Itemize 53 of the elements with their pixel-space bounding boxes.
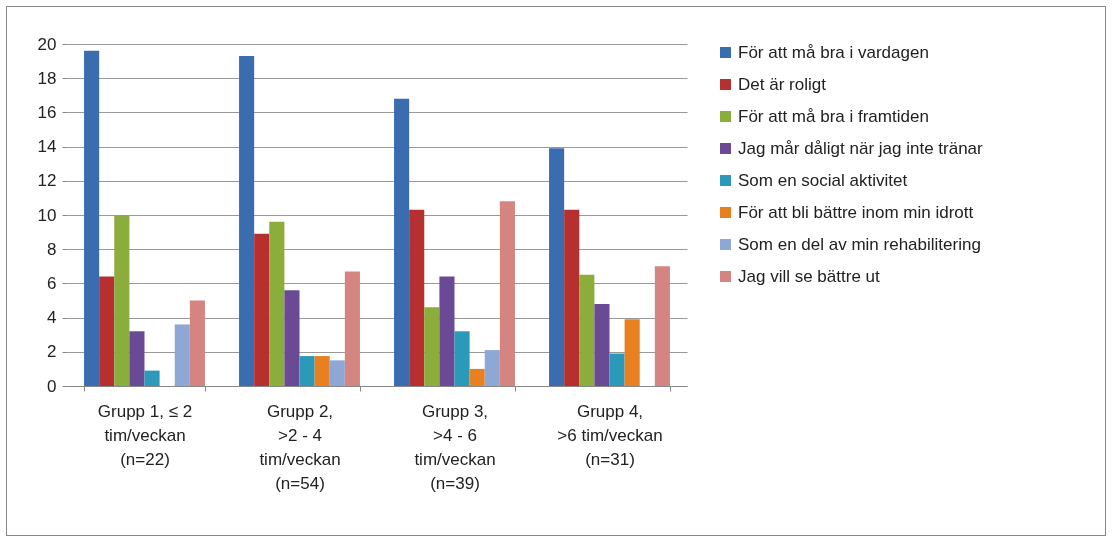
bar <box>189 300 205 386</box>
bar <box>114 215 130 386</box>
bar <box>579 274 595 386</box>
y-tick-label: 12 <box>37 171 57 191</box>
legend-label: För att må bra i framtiden <box>738 106 929 126</box>
bar <box>329 360 345 386</box>
bar <box>99 276 115 386</box>
bar <box>439 276 455 386</box>
bar <box>174 324 190 386</box>
legend-label: Som en del av min rehabilitering <box>738 234 981 254</box>
bar <box>129 331 145 386</box>
y-tick-label: 20 <box>37 34 57 54</box>
bar <box>424 307 440 386</box>
legend-label: Som en social aktivitet <box>738 170 908 190</box>
y-tick-label: 6 <box>47 273 57 293</box>
y-tick-label: 8 <box>47 239 57 259</box>
bar <box>314 356 330 386</box>
y-tick-label: 4 <box>47 308 57 328</box>
x-tick-label: Grupp 4, >6 tim/veckan (n=31) <box>557 401 663 469</box>
x-tick-label: Grupp 2, >2 - 4 tim/veckan (n=54) <box>259 401 341 493</box>
x-tick-label: Grupp 3, >4 - 6 tim/veckan (n=39) <box>414 401 496 493</box>
bar <box>144 370 160 386</box>
y-tick-label: 16 <box>37 102 57 122</box>
bar <box>254 233 270 386</box>
bar <box>654 266 670 386</box>
bar <box>239 55 255 386</box>
bar <box>394 98 410 386</box>
y-tick-label: 18 <box>37 68 57 88</box>
bar <box>299 356 315 386</box>
bar <box>454 331 470 386</box>
y-tick-label: 14 <box>37 137 57 157</box>
bar <box>469 368 485 386</box>
legend-label: För att bli bättre inom min idrott <box>738 202 974 222</box>
bar <box>84 50 100 386</box>
bar <box>344 271 360 386</box>
bar <box>624 319 640 386</box>
bar <box>564 209 580 386</box>
bar <box>499 201 515 386</box>
legend-label: Det är roligt <box>738 74 827 94</box>
bar <box>284 290 300 386</box>
legend-label: Jag mår dåligt när jag inte tränar <box>738 138 984 158</box>
legend-label: Jag vill se bättre ut <box>738 266 881 286</box>
bar <box>484 350 500 386</box>
y-tick-label: 2 <box>47 342 57 362</box>
bar <box>409 209 425 386</box>
legend-label: För att må bra i vardagen <box>738 42 929 62</box>
y-tick-label: 10 <box>37 205 57 225</box>
bar <box>594 303 610 386</box>
x-tick-label: Grupp 1, ≤ 2 tim/veckan (n=22) <box>97 401 193 469</box>
bar <box>549 148 565 386</box>
y-tick-label: 0 <box>47 376 57 396</box>
bar <box>269 221 285 386</box>
bar <box>609 353 625 386</box>
